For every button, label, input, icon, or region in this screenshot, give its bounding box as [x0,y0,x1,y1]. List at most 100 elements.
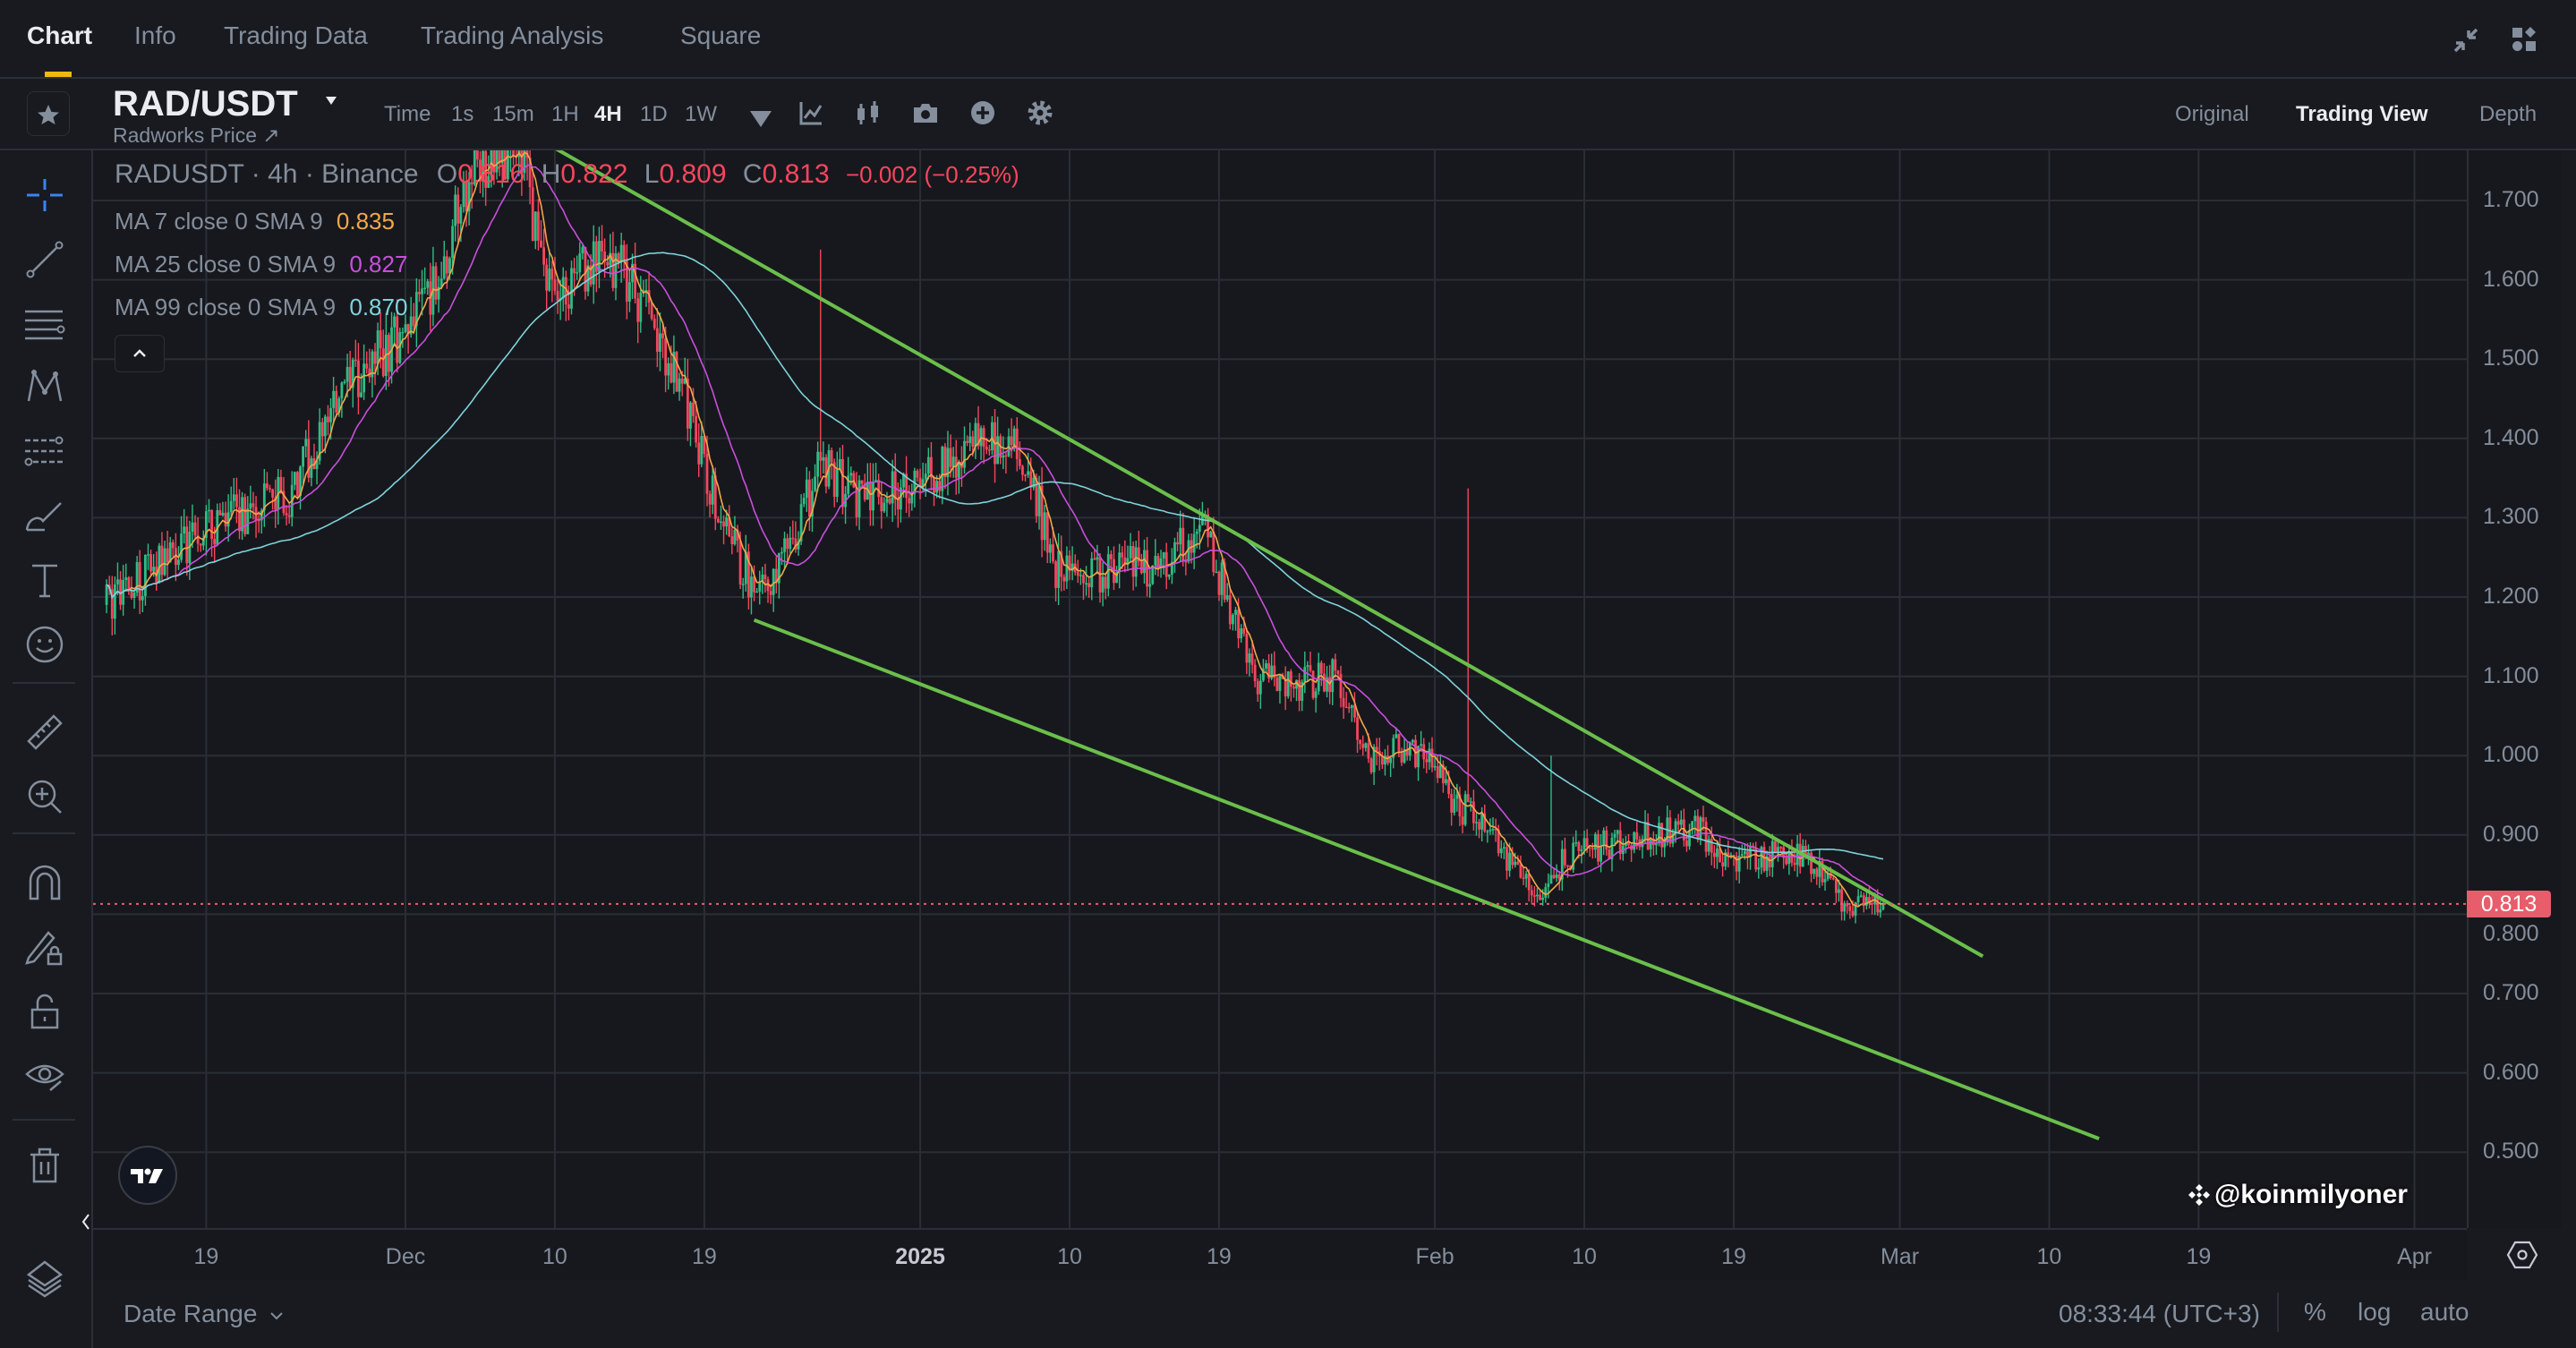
candle-body [252,503,255,508]
candle-body [805,479,808,499]
interval-time[interactable]: Time [384,102,431,126]
interval-15m[interactable]: 15m [492,102,534,126]
interval-1h[interactable]: 1H [551,102,579,126]
candle-body [1048,544,1052,553]
candle-body [863,483,866,500]
symbol-subtitle-link[interactable]: Radworks Price ↗ [113,124,280,147]
candle-body [1021,465,1024,475]
tradingview-logo[interactable] [118,1146,177,1205]
time-tick-label: Feb [1415,1244,1454,1269]
tab-trading-data[interactable]: Trading Data [224,21,368,49]
tab-info[interactable]: Info [134,21,176,49]
candle-type-icon[interactable] [854,98,883,127]
interval-1d[interactable]: 1D [640,102,668,126]
candle-body [1029,471,1033,488]
date-range-button[interactable]: Date Range [124,1300,258,1327]
tab-square[interactable]: Square [680,21,762,49]
tab-chart[interactable]: Chart [27,21,93,49]
candle-body [860,480,864,484]
text-tool[interactable] [23,559,66,601]
trend-line-tool[interactable] [23,238,66,281]
fib-tool[interactable] [23,430,66,473]
candle-body [1815,868,1819,877]
unlock-tool[interactable] [23,990,66,1033]
visibility-tool[interactable] [23,1054,66,1097]
candle-body [841,458,844,508]
candle-body [475,150,479,160]
collapse-icon[interactable] [2452,27,2479,54]
ma7-legend[interactable]: MA 7 close 0 SMA 9 0.835 [115,208,395,235]
ma25-legend[interactable]: MA 25 close 0 SMA 9 0.827 [115,251,407,278]
log-scale-toggle[interactable]: log [2358,1298,2392,1326]
chart-settings-icon[interactable] [2506,1239,2538,1271]
candle-body [166,548,169,563]
candle-body [1375,747,1378,752]
candle-body [1428,748,1431,763]
pattern-tool[interactable] [23,365,66,408]
camera-icon[interactable] [911,98,940,127]
candle-body [462,181,465,208]
candle-body [293,472,296,485]
view-trading-view[interactable]: Trading View [2296,102,2428,126]
candle-body [249,503,252,509]
collapse-legend-button[interactable] [115,335,165,372]
magnet-tool[interactable] [23,861,66,904]
percent-scale-toggle[interactable]: % [2304,1298,2326,1326]
zoom-in-tool[interactable] [23,775,66,818]
interval-4h[interactable]: 4H [594,102,622,126]
brush-tool[interactable] [23,494,66,537]
candle-body [614,253,618,288]
candle-body [1762,847,1766,871]
candle-body [918,477,922,487]
candle-body [686,379,689,429]
lock-drawing-tool[interactable] [23,926,66,968]
chevron-down-icon[interactable] [269,1310,285,1321]
ma99-legend[interactable]: MA 99 close 0 SMA 9 0.870 [115,294,407,321]
candle-body [302,446,305,467]
interval-1w[interactable]: 1W [685,102,717,126]
candlestick-chart[interactable] [93,150,2467,1228]
candle-body [1502,847,1506,849]
candle-body [1685,840,1688,847]
candle-body [401,331,405,334]
tab-trading-analysis[interactable]: Trading Analysis [421,21,604,49]
price-scale[interactable]: 1.700 1.600 1.500 1.400 1.300 1.200 1.100 1.000… [2467,150,2562,1228]
collapse-toolbar-icon[interactable] [81,1212,91,1232]
ruler-tool[interactable] [23,711,66,754]
layers-tool[interactable] [23,1257,66,1300]
symbol-title[interactable]: RAD/USDT [113,84,298,124]
candle-body [1289,671,1292,687]
auto-scale-toggle[interactable]: auto [2420,1298,2469,1326]
candle-body [1530,890,1533,896]
candle-body [376,330,380,364]
symbol-dropdown-icon[interactable] [324,95,338,107]
horizontal-lines-tool[interactable] [23,303,66,346]
candle-body [675,352,678,392]
candle-body [537,211,540,241]
chevron-down-icon[interactable] [746,106,775,134]
candle-body [418,292,421,294]
settings-icon[interactable] [1026,98,1054,127]
interval-1s[interactable]: 1s [451,102,474,126]
add-icon[interactable] [968,98,997,127]
crosshair-tool[interactable] [23,174,66,217]
candle-body [271,489,274,498]
candle-body [609,252,612,266]
indicators-icon[interactable] [797,98,825,127]
price-chart[interactable]: RADUSDT · 4h · Binance O0.816 H0.822 L0.… [93,150,2467,1228]
favorite-button[interactable] [27,91,70,136]
candle-body [329,407,332,422]
candle-body [807,479,811,517]
widgets-icon[interactable] [2512,27,2537,52]
candle-body [783,538,786,552]
view-original[interactable]: Original [2175,102,2249,126]
candle-body [315,460,319,469]
view-depth[interactable]: Depth [2479,102,2538,126]
candle-body [1237,610,1240,639]
delete-drawings-tool[interactable] [23,1144,66,1187]
time-axis[interactable]: 19 Dec 10 19 2025 10 19 Feb 10 19 Mar 10 19 Apr [93,1228,2467,1282]
layers-icon [26,1260,64,1298]
legend-open: 0.816 [457,159,525,189]
emoji-tool[interactable] [23,623,66,666]
candle-body [855,487,858,517]
